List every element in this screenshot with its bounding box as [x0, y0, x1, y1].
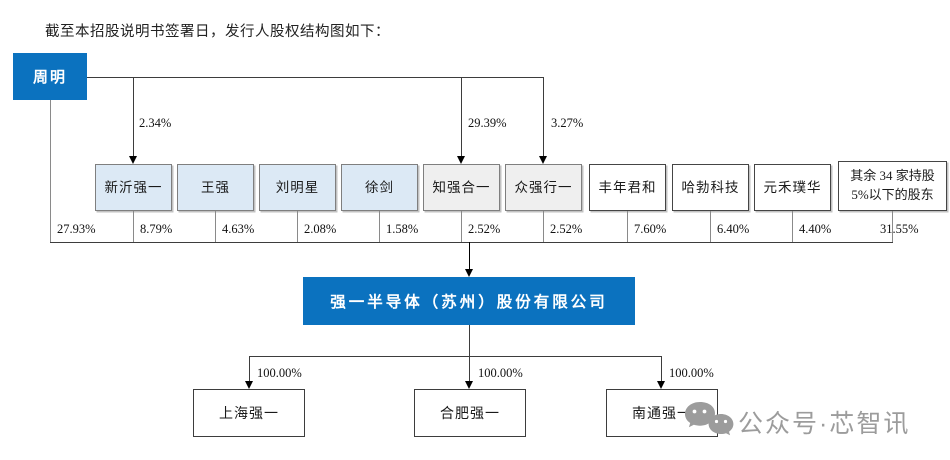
ownership-pct: 7.60%: [634, 222, 667, 236]
shareholder-box: 刘明星: [259, 164, 336, 211]
arrow-line-shanghai: [249, 356, 250, 382]
ownership-pct: 6.40%: [717, 222, 750, 236]
shareholder-box: 其余 34 家持股5%以下的股东: [838, 161, 947, 211]
ownership-pct: 1.58%: [386, 222, 419, 236]
shareholder-box: 王强: [177, 164, 254, 211]
ownership-pct: 31.55%: [880, 222, 919, 236]
arrow-down-icon: [465, 381, 473, 389]
connector-line: [215, 211, 216, 242]
ownership-pct: 4.40%: [799, 222, 832, 236]
ownership-pct: 100.00%: [257, 366, 302, 380]
subsidiary-connector-line: [249, 356, 662, 357]
root-connector-line: [50, 100, 51, 242]
connector-line: [379, 211, 380, 242]
shareholder-box: 知强合一: [423, 164, 500, 211]
ownership-pct: 100.00%: [478, 366, 523, 380]
shareholder-box: 众强行一: [505, 164, 582, 211]
ownership-pct: 2.34%: [139, 116, 172, 130]
arrow-down-icon: [129, 156, 137, 164]
ownership-pct: 4.63%: [222, 222, 255, 236]
arrow-down-icon: [657, 381, 665, 389]
watermark-text: 公众号·芯智讯: [738, 410, 911, 438]
ownership-pct: 3.27%: [551, 116, 584, 130]
arrow-down-icon: [245, 381, 253, 389]
diagram-caption: 截至本招股说明书签署日，发行人股权结构图如下：: [45, 24, 390, 40]
arrow-line-zhiqiang: [461, 77, 462, 156]
arrow-down-icon: [457, 156, 465, 164]
ownership-pct: 27.93%: [57, 222, 96, 236]
subsidiary-box: 南通强一: [606, 389, 718, 437]
company-arrow-line: [469, 242, 470, 270]
connector-line: [892, 211, 893, 242]
arrow-line-hefei: [469, 356, 470, 382]
arrow-line-zhongqiang: [543, 77, 544, 156]
connector-line: [792, 211, 793, 242]
ownership-pct: 100.00%: [669, 366, 714, 380]
connector-line: [469, 325, 470, 356]
shareholder-box: 丰年君和: [589, 164, 666, 211]
ownership-pct: 29.39%: [468, 116, 507, 130]
root-shareholder-box: 周明: [13, 53, 87, 100]
shareholder-box: 哈勃科技: [672, 164, 749, 211]
wechat-icon: [683, 400, 735, 438]
shareholder-box: 徐剑: [341, 164, 418, 211]
arrow-down-icon: [465, 269, 473, 277]
arrow-line-xinyi: [133, 77, 134, 156]
connector-line: [710, 211, 711, 242]
bus-line: [50, 242, 893, 243]
shareholder-box: 元禾璞华: [754, 164, 831, 211]
connector-line: [297, 211, 298, 242]
ownership-pct: 2.52%: [468, 222, 501, 236]
subsidiary-box: 上海强一: [193, 389, 305, 437]
top-connector-line: [87, 77, 543, 78]
ownership-pct: 8.79%: [140, 222, 173, 236]
connector-line: [627, 211, 628, 242]
shareholder-box: 新沂强一: [95, 164, 172, 211]
connector-line: [543, 211, 544, 242]
ownership-pct: 2.52%: [550, 222, 583, 236]
arrow-line-nantong: [661, 356, 662, 382]
subsidiary-box: 合肥强一: [414, 389, 526, 437]
connector-line: [461, 211, 462, 242]
issuer-company-box: 强一半导体（苏州）股份有限公司: [303, 277, 635, 325]
connector-line: [133, 211, 134, 242]
arrow-down-icon: [539, 156, 547, 164]
ownership-pct: 2.08%: [304, 222, 337, 236]
